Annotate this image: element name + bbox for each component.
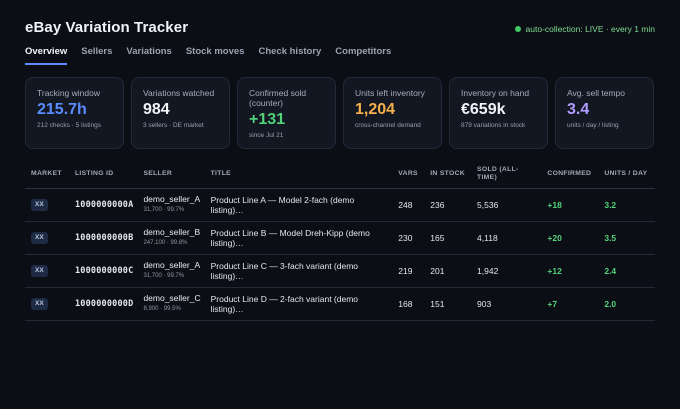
seller-meta: 31,700 · 99.7% [143, 273, 185, 279]
units-per-day: 3.2 [598, 188, 655, 222]
stat-card-value: 3.4 [567, 101, 590, 118]
listing-title[interactable]: Product Line D — 2-fach variant (demo li… [204, 287, 393, 321]
units-per-day: 3.5 [598, 221, 655, 255]
column-header-units-per-day[interactable]: UNITS / DAY [598, 160, 655, 189]
column-header-sold[interactable]: SOLD (ALL-TIME) [471, 160, 542, 189]
listings-table-container: MARKET LISTING ID SELLER TITLE VARS IN S… [25, 160, 655, 321]
in-stock-count: 201 [424, 254, 472, 288]
column-header-title[interactable]: TITLE [204, 160, 393, 189]
table-row[interactable]: XX 1000000000B demo_seller_B 247,100 · 9… [25, 221, 655, 255]
stat-card-avg-sell-tempo: Avg. sell tempo 3.4 units / day / listin… [555, 77, 654, 149]
seller-cell[interactable]: demo_seller_A 31,700 · 99.7% [137, 254, 205, 288]
confirmed-count: +18 [541, 188, 599, 222]
units-per-day: 2.0 [598, 287, 655, 321]
seller-meta: 31,700 · 99.7% [143, 207, 185, 213]
in-stock-count: 236 [424, 188, 472, 222]
stat-card-tracking-window: Tracking window 215.7h 212 checks · 5 li… [25, 77, 124, 149]
tab-sellers[interactable]: Sellers [81, 46, 113, 57]
vars-count: 219 [392, 254, 425, 288]
column-header-in-stock[interactable]: IN STOCK [424, 160, 472, 189]
confirmed-count: +20 [541, 221, 599, 255]
stat-card-label: Units left inventory [355, 88, 425, 98]
sold-count: 903 [471, 287, 542, 321]
stat-card-sub: cross-channel demand [355, 122, 421, 129]
stat-card-label: Confirmed sold (counter) [249, 88, 307, 108]
column-header-vars[interactable]: VARS [392, 160, 425, 189]
in-stock-count: 165 [424, 221, 472, 255]
tab-competitors[interactable]: Competitors [335, 46, 392, 57]
market-badge: XX [31, 232, 48, 244]
stat-card-sub: 3 sellers · DE market [143, 122, 204, 129]
stat-card-value: 1,204 [355, 101, 396, 118]
live-status: auto-collection: LIVE · every 1 min [514, 24, 655, 34]
stat-card-value: €659k [461, 101, 506, 118]
stat-card-sub: 212 checks · 5 listings [37, 122, 101, 129]
sold-count: 5,536 [471, 188, 542, 222]
seller-cell[interactable]: demo_seller_C 8,900 · 99.5% [137, 287, 205, 321]
column-header-confirmed[interactable]: CONFIRMED [541, 160, 599, 189]
table-row[interactable]: XX 1000000000A demo_seller_A 31,700 · 99… [25, 188, 655, 222]
table-row[interactable]: XX 1000000000D demo_seller_C 8,900 · 99.… [25, 287, 655, 321]
listing-title[interactable]: Product Line C — 3-fach variant (demo li… [204, 254, 393, 288]
seller-meta: 247,100 · 99.8% [143, 240, 188, 246]
in-stock-count: 151 [424, 287, 472, 321]
sold-count: 1,942 [471, 254, 542, 288]
listing-id[interactable]: 1000000000B [68, 221, 138, 255]
stat-card-sub: 879 variations in stock [461, 122, 526, 129]
stat-cards: Tracking window 215.7h 212 checks · 5 li… [25, 77, 654, 149]
listing-title[interactable]: Product Line A — Model 2-fach (demo list… [204, 188, 393, 222]
listing-id[interactable]: 1000000000C [68, 254, 138, 288]
app-title: eBay Variation Tracker [25, 19, 189, 36]
live-status-text: auto-collection: LIVE · every 1 min [525, 24, 655, 34]
table-row[interactable]: XX 1000000000C demo_seller_A 31,700 · 99… [25, 254, 655, 288]
stat-card-value: 215.7h [37, 101, 87, 118]
stat-card-label: Inventory on hand [461, 88, 530, 98]
seller-name: demo_seller_A [143, 260, 201, 270]
table-header-row: MARKET LISTING ID SELLER TITLE VARS IN S… [25, 160, 655, 189]
stat-card-label: Avg. sell tempo [567, 88, 625, 98]
tab-bar: Overview Sellers Variations Stock moves … [25, 46, 405, 65]
vars-count: 168 [392, 287, 425, 321]
stat-card-inventory-on-hand: Inventory on hand €659k 879 variations i… [449, 77, 548, 149]
header: eBay Variation Tracker auto-collection: … [25, 19, 655, 39]
sold-count: 4,118 [471, 221, 542, 255]
seller-name: demo_seller_C [143, 293, 201, 303]
stat-card-value: 984 [143, 101, 170, 118]
stat-card-variations-watched: Variations watched 984 3 sellers · DE ma… [131, 77, 230, 149]
stat-card-label: Variations watched [143, 88, 215, 98]
market-badge: XX [31, 199, 48, 211]
market-badge: XX [31, 265, 48, 277]
confirmed-count: +7 [541, 287, 599, 321]
seller-cell[interactable]: demo_seller_A 31,700 · 99.7% [137, 188, 205, 222]
seller-meta: 8,900 · 99.5% [143, 306, 181, 312]
listing-id[interactable]: 1000000000A [68, 188, 138, 222]
tab-check-history[interactable]: Check history [258, 46, 322, 57]
stat-card-confirmed-sold: Confirmed sold (counter) +131 since Jul … [237, 77, 336, 149]
stat-card-label: Tracking window [37, 88, 100, 98]
seller-name: demo_seller_A [143, 194, 201, 204]
stat-card-units-left: Units left inventory 1,204 cross-channel… [343, 77, 442, 149]
market-badge: XX [31, 298, 48, 310]
units-per-day: 2.4 [598, 254, 655, 288]
listing-id[interactable]: 1000000000D [68, 287, 138, 321]
seller-name: demo_seller_B [143, 227, 201, 237]
tab-variations[interactable]: Variations [126, 46, 172, 57]
listing-title[interactable]: Product Line B — Model Dreh-Kipp (demo l… [204, 221, 393, 255]
vars-count: 230 [392, 221, 425, 255]
column-header-seller[interactable]: SELLER [137, 160, 205, 189]
vars-count: 248 [392, 188, 425, 222]
listings-table: MARKET LISTING ID SELLER TITLE VARS IN S… [25, 160, 655, 321]
stat-card-sub: since Jul 21 [249, 132, 284, 139]
tab-stock-moves[interactable]: Stock moves [185, 46, 245, 57]
stat-card-value: +131 [249, 111, 286, 128]
status-dot-icon [514, 26, 521, 32]
column-header-market[interactable]: MARKET [25, 160, 69, 189]
tab-overview[interactable]: Overview [25, 46, 68, 65]
column-header-listing-id[interactable]: LISTING ID [68, 160, 138, 189]
stat-card-sub: units / day / listing [567, 122, 619, 129]
seller-cell[interactable]: demo_seller_B 247,100 · 99.8% [137, 221, 205, 255]
confirmed-count: +12 [541, 254, 599, 288]
